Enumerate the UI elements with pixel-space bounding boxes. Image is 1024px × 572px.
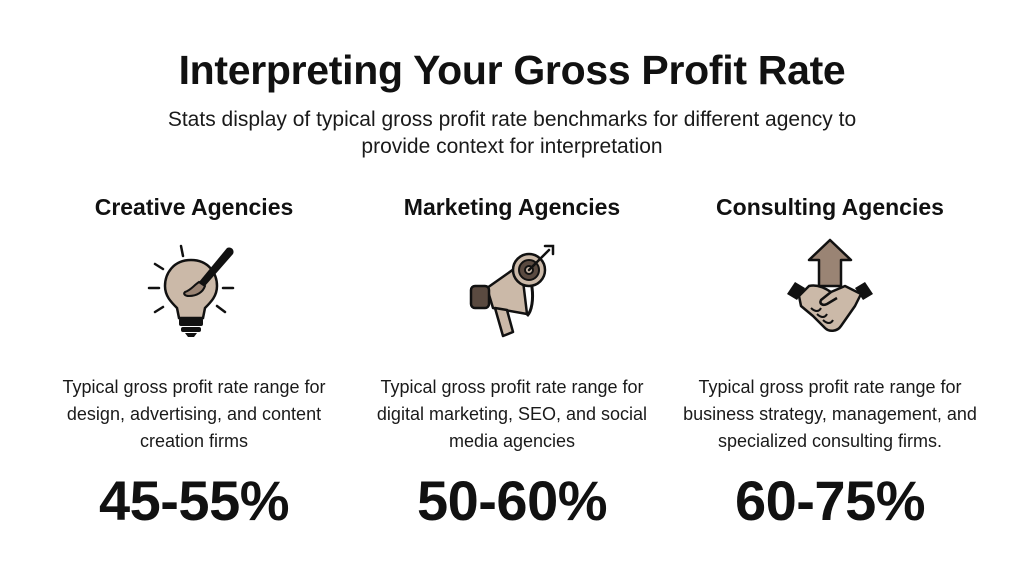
handshake-arrow-icon xyxy=(787,238,873,332)
marketing-agencies-card: Marketing Agencies Typical gross profit … xyxy=(362,190,662,484)
card-title: Consulting Agencies xyxy=(716,194,944,220)
consulting-agencies-card: Consulting Agencies Typical gross profit… xyxy=(680,190,980,484)
card-description: Typical gross profit rate range for desi… xyxy=(62,377,326,451)
megaphone-target-icon xyxy=(469,244,555,338)
page-subtitle: Stats display of typical gross profit ra… xyxy=(167,108,857,158)
card-description: Typical gross profit rate range for busi… xyxy=(683,377,977,451)
stat-value: 45-55% xyxy=(98,469,290,532)
stat-value: 50-60% xyxy=(416,469,608,532)
creative-agencies-card: Creative Agencies Typical gross profit r… xyxy=(44,190,344,484)
card-title: Marketing Agencies xyxy=(403,194,621,220)
page-title: Interpreting Your Gross Profit Rate xyxy=(178,47,846,93)
card-title: Creative Agencies xyxy=(94,194,294,220)
card-description: Typical gross profit rate range for digi… xyxy=(376,377,648,451)
stat-value: 60-75% xyxy=(734,469,926,532)
lightbulb-paintbrush-icon xyxy=(147,244,235,337)
